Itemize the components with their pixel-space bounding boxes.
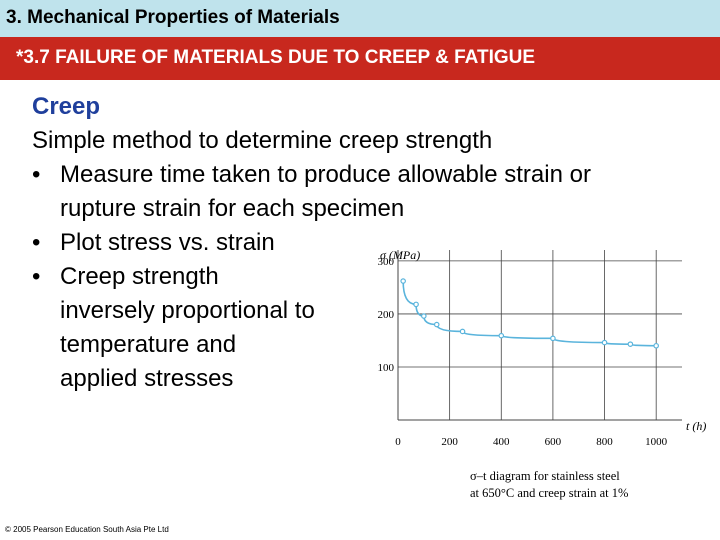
banner-title: *3.7 FAILURE OF MATERIALS DUE TO CREEP &… <box>16 47 536 68</box>
x-axis-label: t (h) <box>686 419 706 433</box>
y-tick-label: 200 <box>378 309 395 321</box>
x-tick-label: 600 <box>545 436 562 448</box>
bullet-line: Creep strength <box>60 263 219 290</box>
header-title: 3. Mechanical Properties of Materials <box>6 7 340 28</box>
section-heading: Creep <box>32 93 101 120</box>
data-point <box>550 335 556 342</box>
series-line <box>402 281 657 347</box>
data-point <box>459 328 466 335</box>
intro-text: Simple method to determine creep strengt… <box>32 127 493 154</box>
bullet-item: • Plot stress vs. strain <box>32 226 712 260</box>
slide-content: Creep Simple method to determine creep s… <box>32 90 712 396</box>
y-tick-label: 100 <box>378 362 395 374</box>
data-point <box>400 278 406 284</box>
data-point <box>421 313 427 319</box>
stress-time-chart: 100 200 300 0 200 400 600 800 1000 σ (MPa) t (h) <box>378 248 707 448</box>
bullet-line: Plot stress vs. strain <box>60 229 275 256</box>
bullet-line: rupture strain for each specimen <box>60 195 405 222</box>
data-point <box>498 332 505 339</box>
figure-caption: σ–t diagram for stainless steel at 650°C… <box>470 468 628 502</box>
section-banner: *3.7 FAILURE OF MATERIALS DUE TO CREEP &… <box>0 37 720 80</box>
y-tick-label: 300 <box>378 256 395 268</box>
x-tick-label: 800 <box>596 436 613 448</box>
y-axis-label: σ (MPa) <box>380 248 420 262</box>
data-point <box>653 342 659 349</box>
data-point <box>413 301 419 308</box>
data-point <box>433 321 440 328</box>
copyright-footer: © 2005 Pearson Education South Asia Pte … <box>5 525 169 534</box>
caption-line: at 650°C and creep strain at 1% <box>470 486 629 500</box>
bullet-item: • Creep strength inversely proportional … <box>32 260 712 396</box>
data-point <box>627 341 634 347</box>
bullet-line: Measure time taken to produce allowable … <box>60 161 591 188</box>
data-point <box>601 339 608 346</box>
bullet-line: applied stresses <box>60 365 234 392</box>
x-tick-label: 1000 <box>645 436 668 448</box>
bullet-dot: • <box>32 263 41 290</box>
bullet-line: temperature and <box>60 331 237 358</box>
x-tick-label: 200 <box>441 436 458 448</box>
caption-line: σ–t diagram for stainless steel <box>470 469 620 483</box>
bullet-line: inversely proportional to <box>60 297 315 324</box>
bullet-dot: • <box>32 161 41 188</box>
x-tick-label: 400 <box>493 436 510 448</box>
bullet-dot: • <box>32 229 41 256</box>
slide-header: 3. Mechanical Properties of Materials <box>0 0 720 37</box>
x-tick-label: 0 <box>395 436 401 448</box>
bullet-item: • Measure time taken to produce allowabl… <box>32 158 712 226</box>
